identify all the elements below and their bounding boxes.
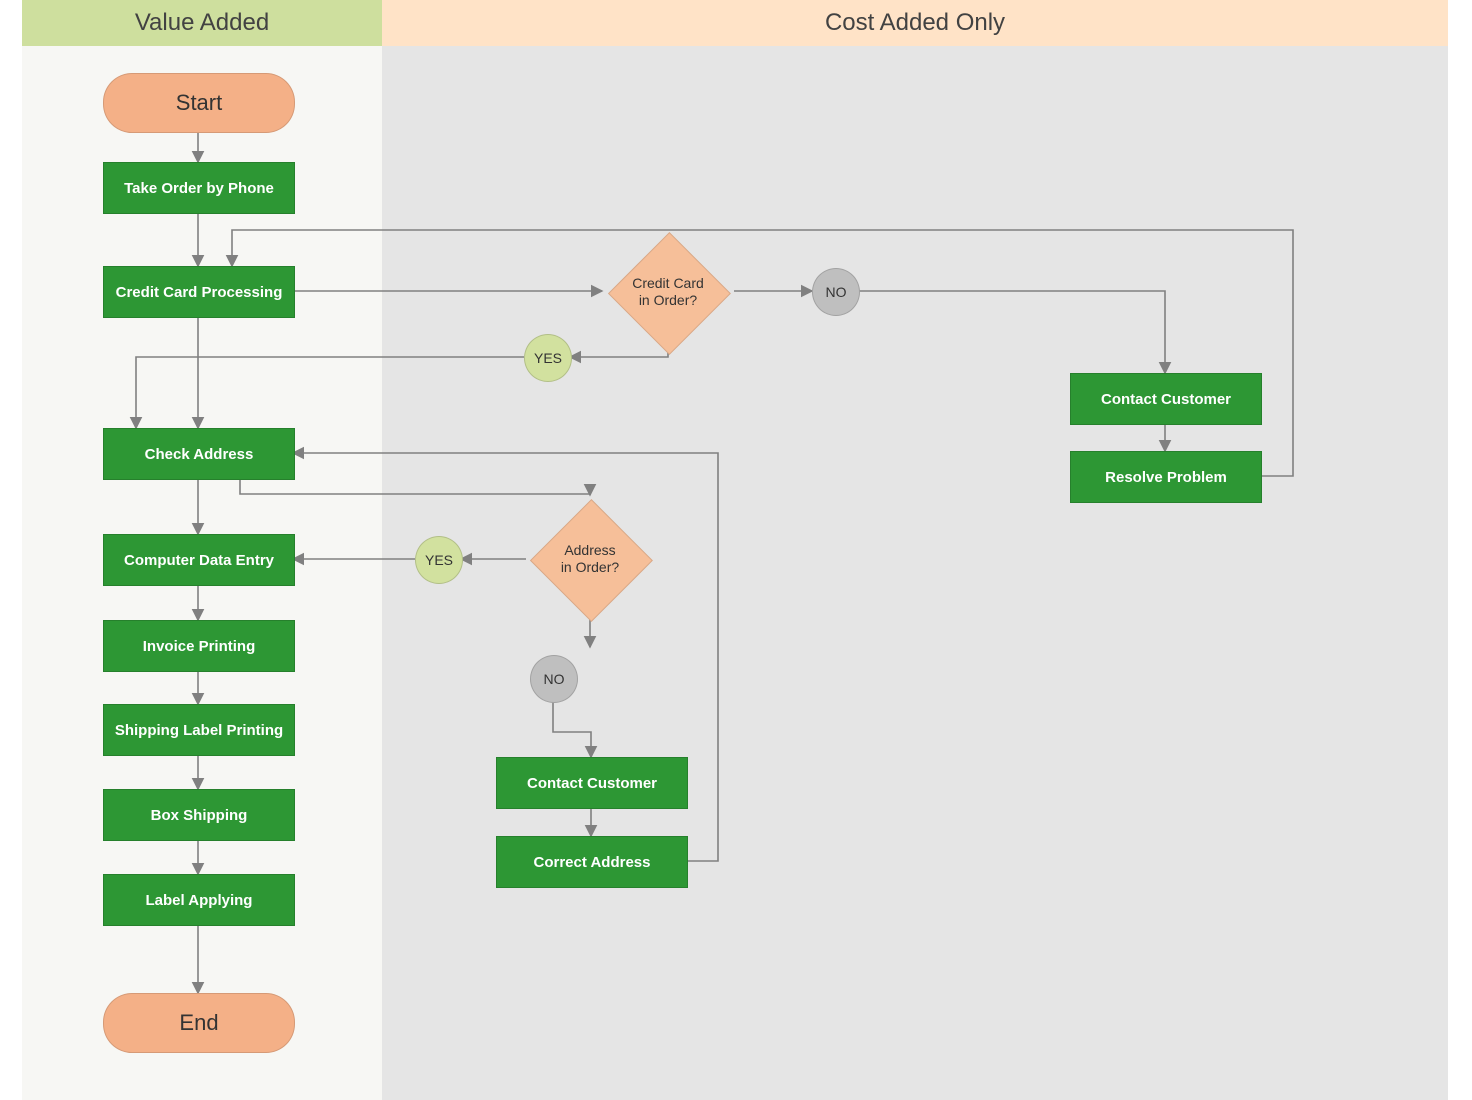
decision-text: in Order? <box>639 292 697 308</box>
decision-address: Address in Order? <box>530 499 650 619</box>
decision-text: in Order? <box>561 559 619 575</box>
process-label-applying: Label Applying <box>103 874 295 926</box>
lane-cost-header: Cost Added Only <box>382 0 1448 46</box>
decision-text: Credit Card <box>632 275 704 291</box>
process-contact-customer-1: Contact Customer <box>1070 373 1262 425</box>
process-cc-processing: Credit Card Processing <box>103 266 295 318</box>
decision-text: Address <box>564 542 615 558</box>
process-ship-label: Shipping Label Printing <box>103 704 295 756</box>
no-circle-cc: NO <box>812 268 860 316</box>
process-check-address: Check Address <box>103 428 295 480</box>
end-terminator: End <box>103 993 295 1053</box>
process-box-ship: Box Shipping <box>103 789 295 841</box>
process-invoice: Invoice Printing <box>103 620 295 672</box>
process-take-order: Take Order by Phone <box>103 162 295 214</box>
lane-value-header: Value Added <box>22 0 382 46</box>
flowchart-canvas: Value Added Cost Added Only Start End Ta… <box>0 0 1472 1100</box>
yes-circle-cc: YES <box>524 334 572 382</box>
start-terminator: Start <box>103 73 295 133</box>
process-data-entry: Computer Data Entry <box>103 534 295 586</box>
decision-credit-card: Credit Card in Order? <box>608 232 728 352</box>
process-contact-customer-2: Contact Customer <box>496 757 688 809</box>
process-correct-address: Correct Address <box>496 836 688 888</box>
yes-circle-addr: YES <box>415 536 463 584</box>
no-circle-addr: NO <box>530 655 578 703</box>
process-resolve-problem: Resolve Problem <box>1070 451 1262 503</box>
